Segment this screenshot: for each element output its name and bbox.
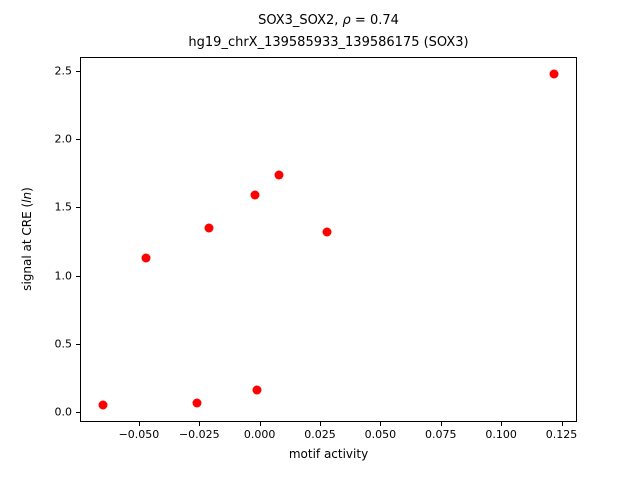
chart-subtitle: hg19_chrX_139585933_139586175 (SOX3) (188, 35, 469, 50)
y-tick-mark (76, 275, 80, 277)
x-tick-label: −0.050 (118, 428, 160, 441)
x-tick-mark (501, 422, 503, 426)
y-tick-label: 1.5 (54, 200, 73, 214)
x-axis-label: motif activity (288, 447, 369, 461)
data-point (274, 170, 284, 180)
x-tick-mark (199, 422, 201, 426)
x-tick-mark (440, 422, 442, 426)
chart-title-prefix: SOX3_SOX2, (258, 13, 343, 28)
x-tick-mark (259, 422, 261, 426)
x-tick-label: 0.125 (545, 428, 578, 441)
x-tick-mark (380, 422, 382, 426)
y-tick-mark (76, 412, 80, 414)
y-tick-mark (76, 344, 80, 345)
x-tick-label: 0.025 (304, 428, 336, 441)
chart-title-suffix: = 0.74 (350, 13, 399, 28)
x-tick-mark (138, 422, 140, 426)
data-point (252, 385, 262, 395)
x-tick-label: 0.075 (425, 428, 457, 441)
y-tick-label: 0.0 (54, 405, 73, 419)
data-point (192, 398, 202, 408)
x-tick-mark (320, 422, 322, 426)
data-point (98, 400, 108, 410)
x-tick-label: 0.050 (364, 428, 397, 441)
data-point (141, 253, 151, 263)
y-tick-label: 1.0 (54, 269, 73, 283)
data-point (549, 69, 559, 79)
chart-title: SOX3_SOX2, ρ = 0.74 (80, 12, 577, 29)
data-point (322, 227, 332, 237)
data-point (250, 190, 260, 200)
x-tick-label: −0.025 (178, 428, 220, 441)
y-tick-label: 0.5 (54, 337, 73, 351)
y-tick-label: 2.0 (54, 132, 73, 146)
data-point (204, 223, 214, 233)
y-tick-mark (76, 139, 80, 141)
y-tick-mark (76, 207, 80, 209)
x-tick-label: 0.000 (243, 428, 276, 441)
plot-area (80, 57, 577, 422)
x-tick-mark (561, 422, 563, 426)
rho-symbol: ρ (342, 13, 351, 28)
y-tick-mark (76, 70, 80, 72)
y-axis-label-suffix: ) (20, 187, 34, 192)
x-tick-label: 0.100 (485, 428, 517, 441)
y-tick-label: 2.5 (54, 64, 73, 78)
